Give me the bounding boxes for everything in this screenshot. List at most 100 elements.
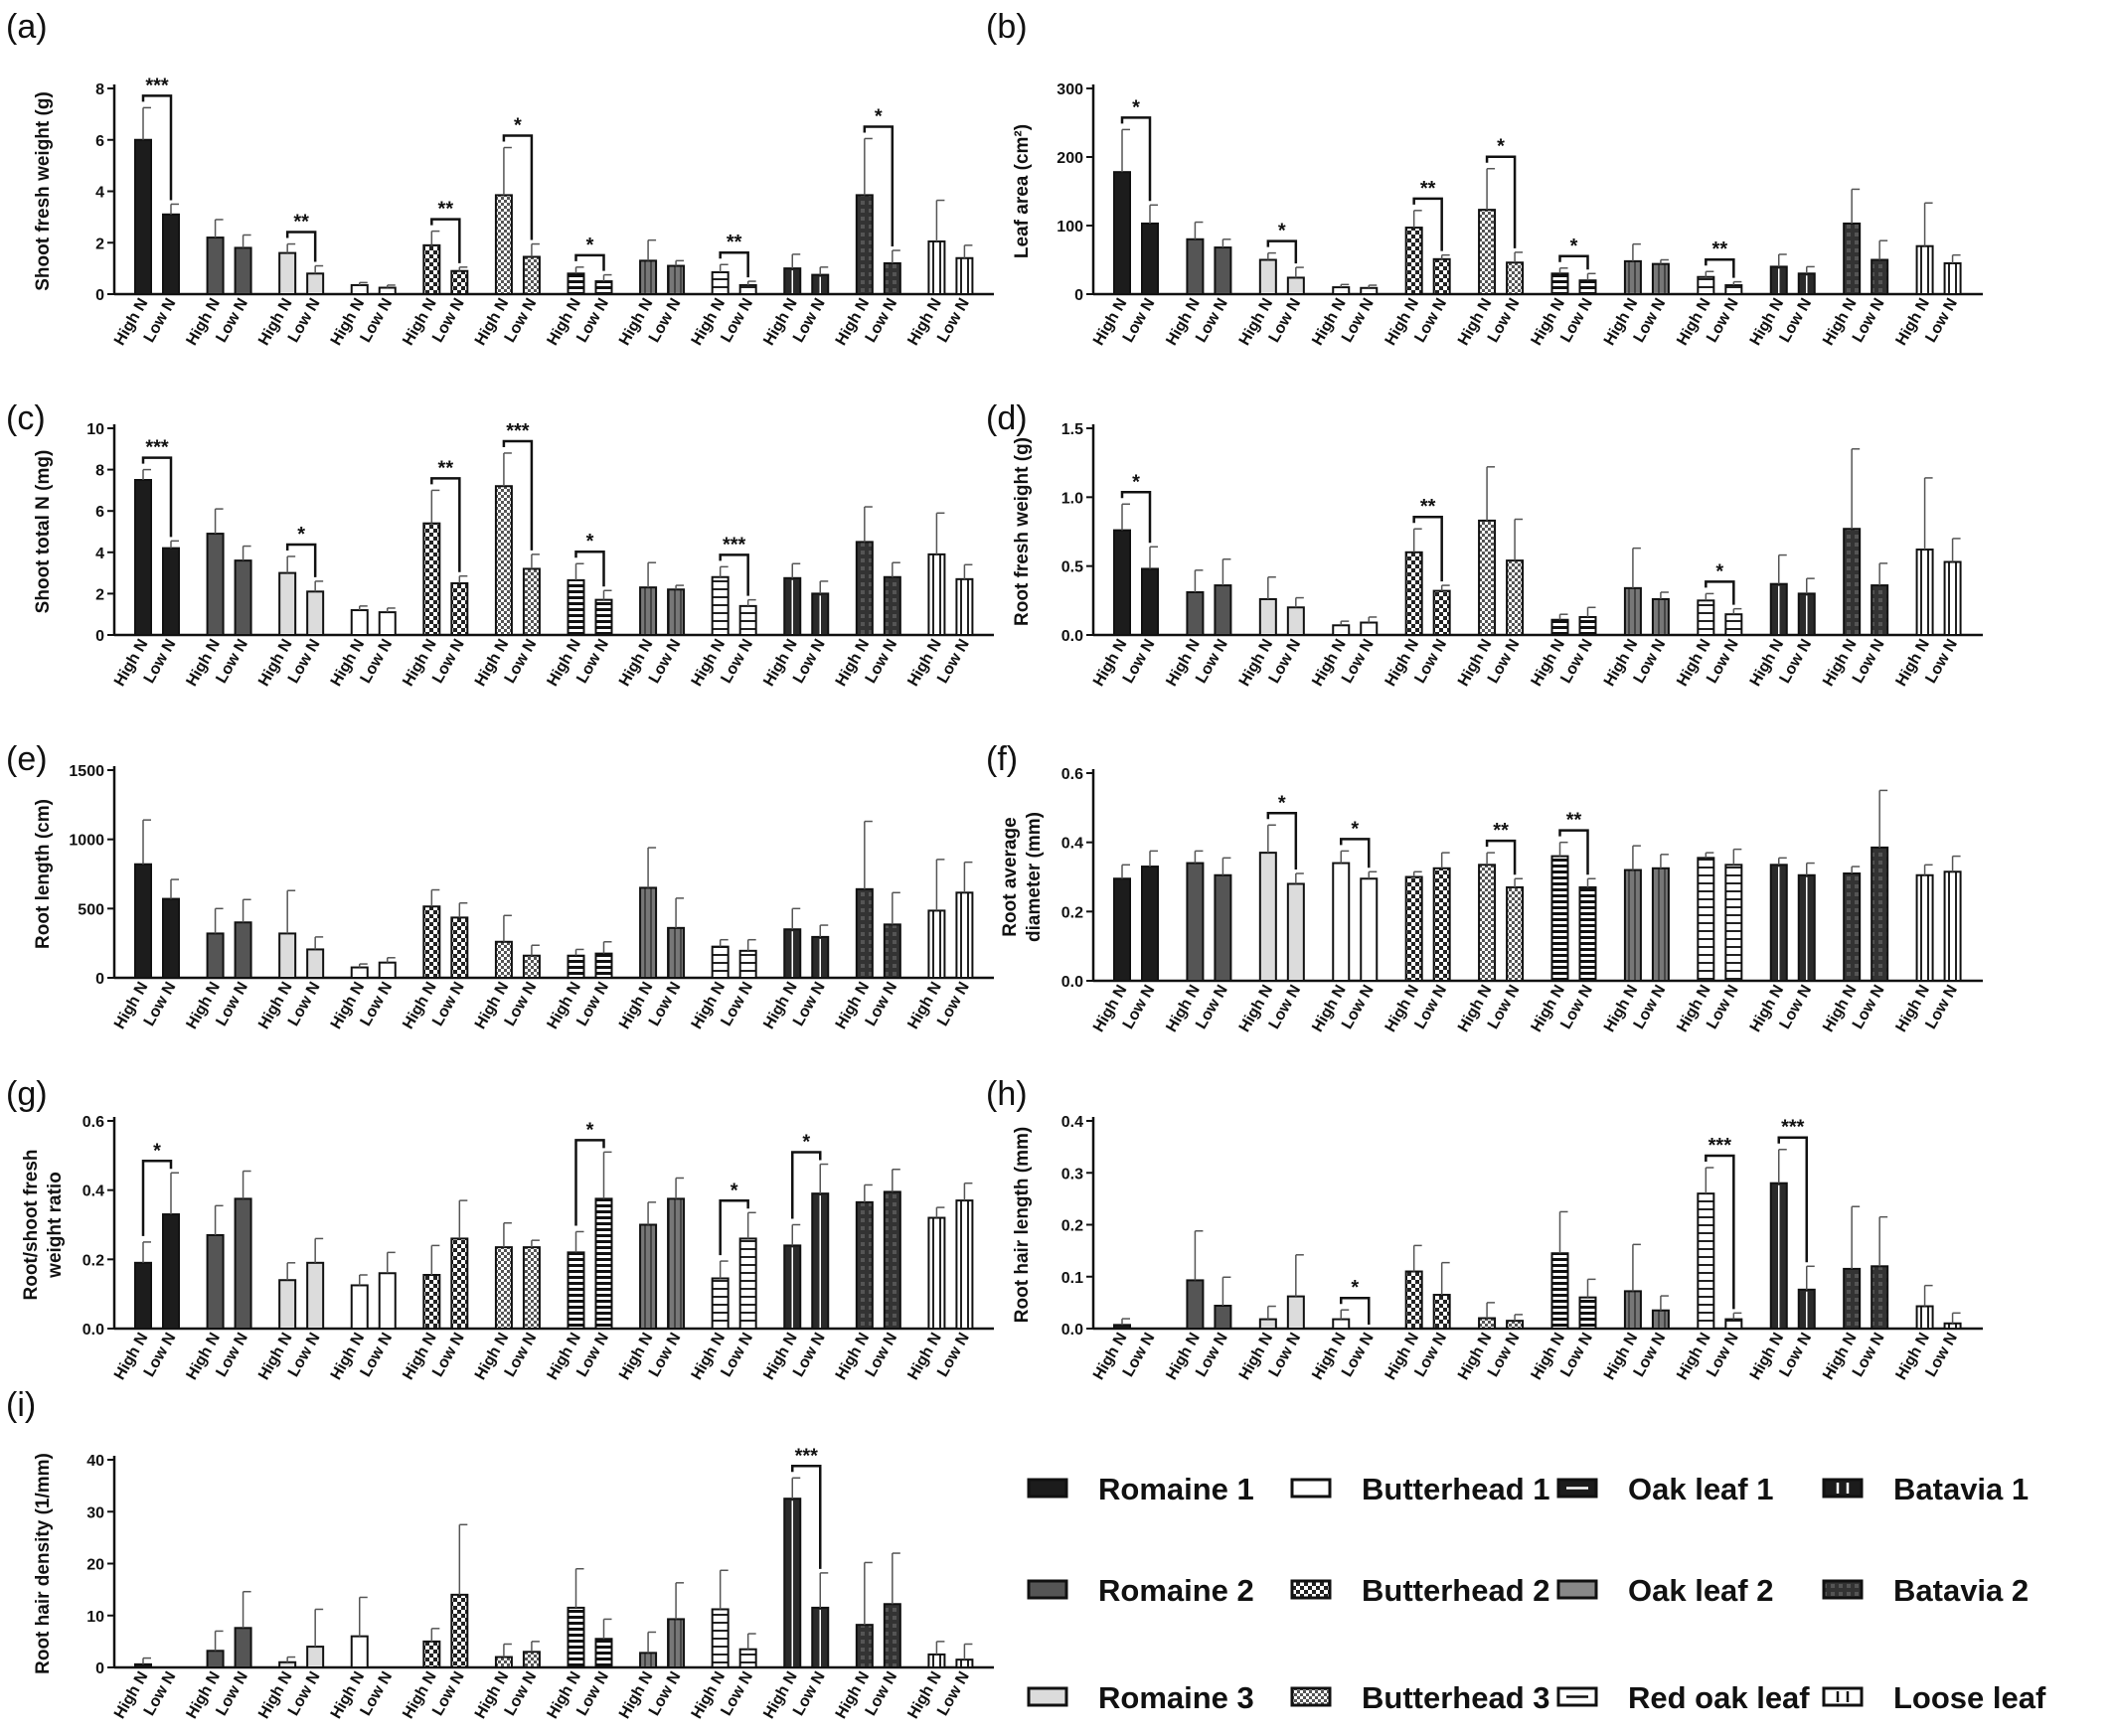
y-tick-label: 0 — [95, 287, 104, 304]
bar-red-oak-leaf-high-n — [1697, 857, 1715, 983]
bar-red-oak-leaf-low-n — [738, 1237, 757, 1331]
bar-loose-leaf-low-n — [955, 891, 974, 979]
significance-bracket — [1412, 515, 1443, 582]
legend-swatch — [1822, 1686, 1864, 1707]
legend-swatch — [1290, 1579, 1332, 1600]
bar-batavia-2-low-n — [1871, 1265, 1889, 1331]
bar-butterhead-1-high-n — [1332, 1318, 1351, 1330]
bar-butterhead-1-high-n — [1332, 862, 1351, 982]
y-tick-label: 0.0 — [1061, 628, 1083, 645]
legend-swatch — [1027, 1478, 1068, 1499]
bar-butterhead-2-low-n — [450, 916, 469, 980]
legend-item-romaine-3: Romaine 3 — [1027, 1680, 1254, 1715]
significance-label: *** — [1708, 1135, 1732, 1157]
bar-romaine-3-low-n — [1286, 1295, 1305, 1330]
bar-romaine-3-high-n — [278, 932, 297, 979]
bar-oak-leaf-1-high-n — [567, 1251, 585, 1331]
bar-batavia-2-high-n — [855, 887, 874, 979]
legend-label: Oak leaf 2 — [1628, 1573, 1773, 1608]
y-tick-label: 200 — [1057, 150, 1083, 167]
bar-romaine-2-low-n — [234, 1627, 252, 1669]
significance-label: *** — [723, 534, 746, 555]
panel-letter: (e) — [6, 740, 48, 778]
bar-loose-leaf-high-n — [927, 1216, 946, 1330]
legend-item-oak-leaf-2: Oak leaf 2 — [1556, 1573, 1773, 1608]
significance-bracket — [719, 1199, 749, 1256]
y-axis-label: Shoot fresh weight (g) — [33, 91, 54, 291]
bar-romaine-2-high-n — [206, 1233, 225, 1330]
y-tick-label: 2 — [95, 236, 104, 252]
y-tick-label: 4 — [95, 546, 104, 562]
bar-romaine-1-high-n — [134, 138, 152, 295]
bar-butterhead-2-low-n — [1432, 257, 1451, 295]
significance-bracket — [1705, 1154, 1735, 1310]
significance-label: * — [1570, 236, 1578, 257]
bar-butterhead-1-low-n — [1360, 877, 1379, 982]
y-tick-label: 10 — [86, 421, 104, 438]
legend-item-oak-leaf-1: Oak leaf 1 — [1556, 1472, 1773, 1506]
bar-oak-leaf-2-high-n — [1623, 1290, 1642, 1331]
significance-label: ** — [1712, 238, 1728, 260]
y-axis-label: Root length (cm) — [33, 799, 54, 949]
bar-romaine-3-high-n — [1258, 258, 1277, 295]
bar-oak-leaf-1-high-n — [1550, 1252, 1569, 1331]
significance-bracket — [1558, 829, 1589, 875]
panel-h: (h)Root hair length (mm)0.00.10.20.30.4H… — [986, 1075, 1983, 1383]
significance-label: ** — [727, 232, 742, 253]
bar-butterhead-3-low-n — [522, 1246, 541, 1331]
panel-letter: (c) — [6, 399, 46, 437]
y-tick-label: 8 — [95, 81, 104, 98]
bar-batavia-2-low-n — [883, 1603, 901, 1669]
bar-romaine-2-high-n — [1186, 1279, 1205, 1330]
significance-bracket — [1266, 239, 1298, 264]
bar-oak-leaf-2-low-n — [667, 264, 686, 296]
y-axis-label: Shoot total N (mg) — [33, 450, 54, 614]
bar-butterhead-3-high-n — [1478, 1317, 1497, 1331]
significance-bracket — [574, 550, 605, 587]
legend-item-romaine-1: Romaine 1 — [1027, 1472, 1254, 1506]
bar-butterhead-3-low-n — [1506, 1320, 1525, 1330]
legend-label: Butterhead 2 — [1362, 1573, 1549, 1608]
bar-romaine-2-high-n — [206, 533, 225, 637]
bar-butterhead-1-low-n — [378, 611, 397, 636]
bar-loose-leaf-low-n — [1943, 560, 1962, 636]
y-tick-label: 20 — [86, 1557, 104, 1574]
significance-bracket — [285, 543, 317, 577]
bar-batavia-2-low-n — [1871, 584, 1889, 637]
bar-romaine-3-high-n — [1258, 1318, 1277, 1330]
bar-loose-leaf-high-n — [1915, 244, 1934, 295]
bar-red-oak-leaf-low-n — [1724, 613, 1743, 637]
y-axis-label: Root average diameter (mm) — [1000, 812, 1045, 942]
bar-red-oak-leaf-low-n — [738, 283, 757, 296]
y-tick-label: 0.1 — [1061, 1270, 1083, 1287]
significance-bracket — [1340, 838, 1371, 868]
legend-label: Butterhead 1 — [1362, 1472, 1549, 1506]
significance-bracket — [863, 125, 895, 247]
legend-swatch — [1556, 1579, 1598, 1600]
significance-label: * — [514, 115, 522, 137]
bar-butterhead-1-low-n — [378, 961, 397, 980]
bar-butterhead-3-high-n — [1478, 519, 1497, 637]
bar-butterhead-3-low-n — [522, 567, 541, 636]
bar-butterhead-3-high-n — [1478, 864, 1497, 983]
bar-romaine-2-high-n — [1186, 862, 1205, 982]
significance-bracket — [791, 1465, 822, 1569]
bar-romaine-2-low-n — [234, 559, 252, 636]
y-tick-label: 0.0 — [82, 1322, 104, 1339]
significance-bracket — [1266, 812, 1298, 870]
significance-bracket — [719, 250, 749, 278]
bar-romaine-1-high-n — [1113, 877, 1131, 982]
significance-bracket — [1340, 1296, 1371, 1325]
significance-bracket — [502, 439, 534, 551]
significance-label: * — [1497, 136, 1505, 158]
legend-swatch — [1027, 1579, 1068, 1600]
bar-romaine-1-low-n — [1141, 567, 1159, 636]
y-tick-label: 6 — [95, 504, 104, 521]
legend-label: Romaine 2 — [1098, 1573, 1254, 1608]
bar-oak-leaf-2-high-n — [639, 886, 658, 980]
bar-loose-leaf-low-n — [955, 1199, 974, 1331]
bar-oak-leaf-1-high-n — [1550, 272, 1569, 295]
legend-item-romaine-2: Romaine 2 — [1027, 1573, 1254, 1608]
